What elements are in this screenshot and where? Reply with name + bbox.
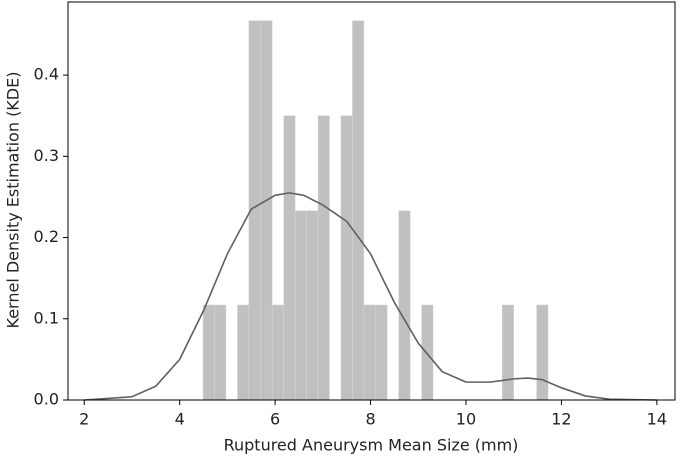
bar (502, 304, 514, 401)
bar (536, 304, 549, 401)
y-axis-title: Kernel Density Estimation (KDE) (4, 72, 23, 329)
bar (260, 20, 273, 401)
y-tick-label: 0.2 (34, 227, 59, 246)
bar (283, 115, 296, 401)
bar (202, 304, 215, 401)
bar (340, 115, 353, 401)
y-tick-label: 0.0 (34, 390, 59, 409)
y-tick-label: 0.3 (34, 146, 59, 165)
x-tick-label: 10 (456, 410, 476, 429)
bar (398, 210, 411, 401)
kde-line (84, 192, 657, 401)
x-tick-label: 14 (647, 410, 667, 429)
x-axis-title: Ruptured Aneurysm Mean Size (mm) (224, 436, 519, 455)
x-tick-label: 12 (551, 410, 571, 429)
x-tick-label: 8 (365, 410, 375, 429)
y-tick-label: 0.1 (34, 308, 59, 327)
x-tick-label: 6 (270, 410, 280, 429)
x-tick-label: 2 (79, 410, 89, 429)
y-tick-label: 0.4 (34, 65, 59, 84)
x-tick-label: 4 (175, 410, 185, 429)
plot-frame (67, 1, 676, 401)
bar (317, 115, 330, 401)
bar (271, 304, 284, 401)
bar (294, 210, 307, 401)
bar (421, 304, 434, 401)
bar (363, 304, 377, 401)
bar (352, 20, 365, 401)
bar (237, 304, 250, 401)
bar (375, 304, 388, 401)
bar (214, 304, 227, 401)
bar (306, 210, 319, 401)
